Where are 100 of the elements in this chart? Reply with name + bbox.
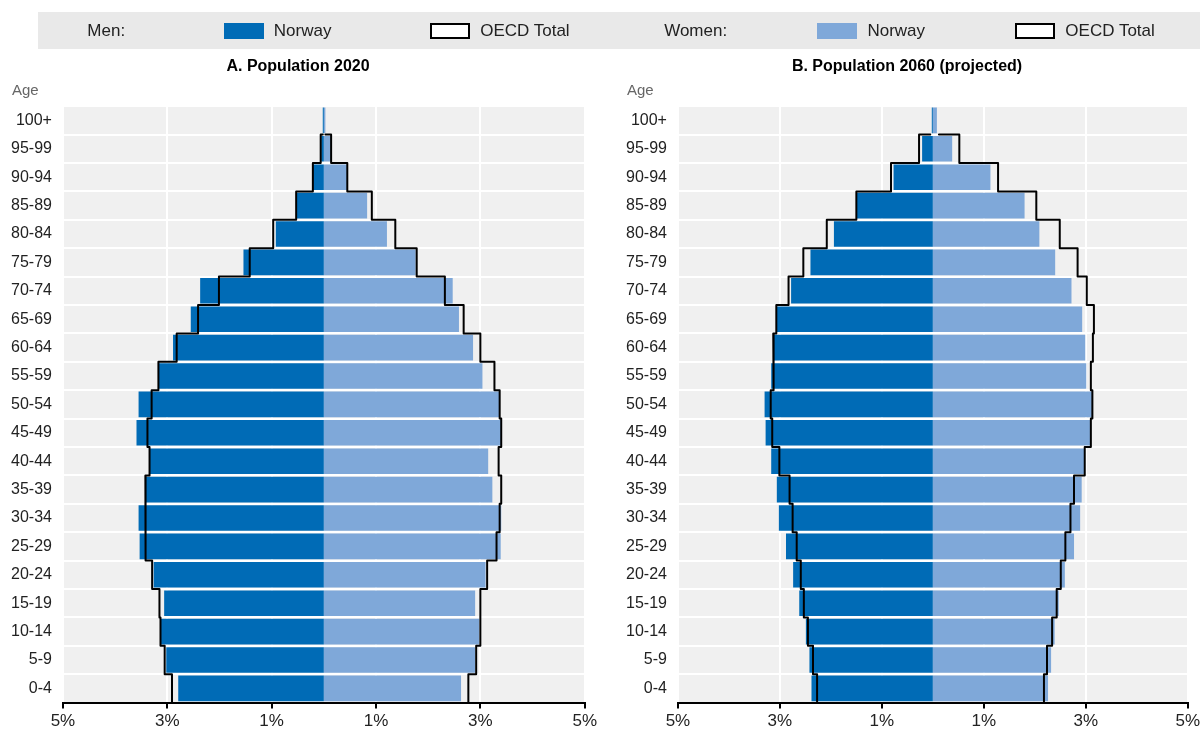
y-tick-label: 40-44 <box>11 451 53 469</box>
y-tick-label: 90-94 <box>626 167 668 185</box>
y-tick-label: 10-14 <box>11 622 53 640</box>
y-tick-label: 95-99 <box>11 139 53 157</box>
bar <box>173 334 324 361</box>
bar <box>323 278 453 304</box>
bar <box>932 192 1025 219</box>
y-tick-label: 85-89 <box>626 196 668 214</box>
y-tick-label: 95-99 <box>626 139 668 157</box>
bar <box>323 306 459 332</box>
y-tick-label: 25-29 <box>626 536 668 554</box>
legend-label: OECD Total <box>1065 20 1155 41</box>
y-tick-label: 25-29 <box>11 536 53 554</box>
y-axis-title: Age <box>627 80 654 98</box>
bar <box>200 278 324 304</box>
bar <box>932 420 1091 446</box>
bar <box>932 448 1085 474</box>
bar <box>323 590 476 616</box>
y-tick-label: 100+ <box>630 110 667 128</box>
bar <box>932 533 1075 560</box>
y-tick-label: 55-59 <box>626 366 668 384</box>
y-tick-label: 15-19 <box>626 593 668 611</box>
y-tick-label: 80-84 <box>626 224 668 242</box>
y-tick-label: 65-69 <box>11 309 53 327</box>
bar <box>323 618 480 645</box>
x-tick-label: 3% <box>767 711 793 731</box>
bar <box>932 306 1083 332</box>
bar <box>164 590 324 616</box>
chart-title: A. Population 2020 <box>226 57 370 75</box>
bar <box>856 192 933 219</box>
y-tick-label: 80-84 <box>11 224 53 242</box>
y-tick-label: 0-4 <box>28 678 53 696</box>
bar <box>932 476 1082 503</box>
y-tick-label: 5-9 <box>28 650 53 668</box>
bar <box>932 391 1093 418</box>
bar <box>323 164 348 190</box>
bar <box>805 618 933 645</box>
y-tick-label: 50-54 <box>11 394 53 412</box>
bar <box>893 164 933 190</box>
bar <box>776 306 933 332</box>
y-tick-label: 45-49 <box>626 423 668 441</box>
y-tick-label: 60-64 <box>11 338 53 356</box>
chart-title: B. Population 2060 (projected) <box>791 57 1023 75</box>
x-tick-label: 5% <box>665 711 691 731</box>
bar <box>312 164 324 190</box>
text: Women: <box>664 20 728 41</box>
bar <box>786 533 933 560</box>
y-tick-label: 75-79 <box>626 252 668 270</box>
bar <box>773 334 933 361</box>
bar <box>932 590 1059 616</box>
x-tick-label: 5% <box>50 711 76 731</box>
y-tick-label: 30-34 <box>626 508 668 526</box>
bar <box>932 618 1055 645</box>
bar <box>178 675 324 702</box>
bar <box>323 647 476 673</box>
y-tick-label: 20-24 <box>626 565 668 583</box>
bar <box>799 590 933 616</box>
y-tick-label: 35-39 <box>626 480 668 498</box>
legend-label: Norway <box>273 20 332 41</box>
bar <box>243 249 324 276</box>
y-tick-label: 75-79 <box>11 252 53 270</box>
y-tick-label: 50-54 <box>626 394 668 412</box>
y-tick-label: 90-94 <box>11 167 53 185</box>
bar <box>323 221 387 247</box>
x-tick-label: 1% <box>971 711 997 731</box>
bar <box>776 476 933 503</box>
bar <box>323 192 368 219</box>
x-tick-label: 1% <box>869 711 895 731</box>
x-tick-label: 3% <box>468 711 493 731</box>
bar <box>153 562 324 588</box>
y-tick-label: 85-89 <box>11 196 53 214</box>
bar <box>323 334 474 361</box>
bar <box>932 334 1086 361</box>
bar <box>296 192 324 219</box>
x-tick-label: 3% <box>1073 711 1099 731</box>
text: Men: <box>87 20 126 41</box>
y-tick-label: 5-9 <box>643 650 668 668</box>
bar <box>932 278 1072 304</box>
bar <box>323 448 489 474</box>
bar <box>771 363 933 389</box>
bar <box>932 363 1087 389</box>
y-axis-title: Age <box>12 80 39 98</box>
y-tick-label: 35-39 <box>11 480 53 498</box>
bar <box>158 363 324 389</box>
bar <box>160 618 324 645</box>
bar <box>932 221 1040 247</box>
bar <box>932 505 1081 531</box>
x-tick-label: 1% <box>259 711 284 731</box>
y-tick-label: 45-49 <box>11 423 53 441</box>
y-tick-label: 30-34 <box>11 508 53 526</box>
bar <box>932 107 937 134</box>
y-tick-label: 10-14 <box>626 622 668 640</box>
bar <box>932 647 1052 673</box>
bar <box>932 136 953 162</box>
bar <box>811 675 933 702</box>
bar <box>932 164 991 190</box>
bar <box>793 562 933 588</box>
bar <box>190 306 324 332</box>
y-tick-label: 55-59 <box>11 366 53 384</box>
y-tick-label: 100+ <box>15 110 52 128</box>
